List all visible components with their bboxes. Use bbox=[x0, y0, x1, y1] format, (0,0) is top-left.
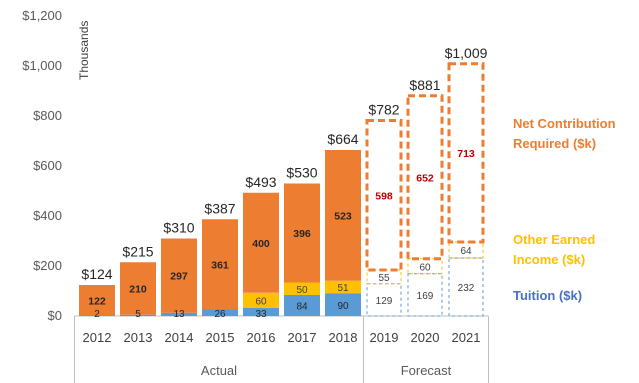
bar-total-label: $493 bbox=[245, 174, 276, 190]
legend-item: Net Contribution Required ($k) bbox=[513, 116, 616, 151]
legend-text-line: Net Contribution bbox=[513, 116, 616, 131]
forecast-bar-segment bbox=[365, 119, 403, 272]
x-tick-label: 2013 bbox=[124, 330, 153, 345]
bar-total-label: $1,009 bbox=[445, 45, 488, 61]
bar-total-label: $215 bbox=[122, 243, 153, 259]
bar-total-label: $310 bbox=[163, 220, 194, 236]
forecast-bar-segment bbox=[448, 257, 484, 317]
legend-item: Tuition ($k) bbox=[513, 288, 582, 303]
legend-text-line: Other Earned bbox=[513, 232, 595, 247]
bar-segment bbox=[284, 282, 320, 295]
bar-segment bbox=[120, 314, 156, 316]
bar-total-label: $881 bbox=[409, 77, 440, 93]
segment-label: 55 bbox=[378, 273, 390, 284]
segment-label: 232 bbox=[458, 283, 475, 294]
segment-label: 64 bbox=[460, 246, 472, 257]
segment-label: 33 bbox=[255, 309, 267, 320]
bar-total-label: $530 bbox=[286, 165, 317, 181]
segment-label: 400 bbox=[252, 238, 270, 250]
bar-segment bbox=[325, 293, 361, 316]
bar-total-label: $782 bbox=[368, 102, 399, 118]
y-unit-label: Thousands bbox=[77, 21, 91, 80]
segment-label: 51 bbox=[337, 283, 349, 294]
group-label: Actual bbox=[201, 363, 237, 378]
bar-segment bbox=[202, 219, 238, 310]
legend-text-line: Tuition ($k) bbox=[513, 288, 582, 303]
bar-segment bbox=[325, 280, 361, 294]
bar-total-label: $387 bbox=[204, 200, 235, 216]
segment-label: 598 bbox=[375, 190, 393, 202]
x-tick-label: 2017 bbox=[288, 330, 317, 345]
y-tick-label: $1,000 bbox=[22, 58, 62, 73]
segment-label: 713 bbox=[457, 148, 475, 160]
bar-segment bbox=[79, 315, 115, 316]
forecast-bar-segment bbox=[447, 62, 485, 244]
segment-label: 13 bbox=[173, 309, 185, 320]
x-tick-label: 2014 bbox=[165, 330, 194, 345]
forecast-bar-segment bbox=[407, 258, 443, 275]
y-tick-label: $800 bbox=[33, 108, 62, 123]
bar-segment bbox=[243, 292, 279, 308]
y-tick-label: $1,200 bbox=[22, 8, 62, 23]
legend-layer: Net Contribution Required ($k) Other Earne… bbox=[513, 116, 616, 303]
segment-label: 523 bbox=[334, 210, 352, 222]
forecast-bar-segment bbox=[366, 283, 402, 317]
y-tick-label: $600 bbox=[33, 158, 62, 173]
segment-label: 50 bbox=[296, 285, 308, 296]
segment-label: 652 bbox=[416, 172, 434, 184]
bar-segment bbox=[284, 183, 320, 283]
bar-segment bbox=[243, 307, 279, 316]
legend-item: Other Earned Income ($k) bbox=[513, 232, 595, 267]
bar-total-label: $664 bbox=[327, 131, 358, 147]
forecast-bar-segment bbox=[407, 273, 443, 317]
bar-total-label: $124 bbox=[81, 266, 112, 282]
bar-segment bbox=[325, 150, 361, 281]
segment-label: 2 bbox=[94, 309, 100, 320]
segment-label: 5 bbox=[135, 309, 141, 320]
bar-segment bbox=[202, 309, 238, 316]
labels-layer: 2 122 $124 5 210 $215 13 297 $310 26 361 $387 33 60 40… bbox=[81, 45, 487, 320]
x-tick-label: 2015 bbox=[206, 330, 235, 345]
bar-segment bbox=[161, 312, 197, 316]
bar-segment bbox=[120, 262, 156, 315]
bar-segment bbox=[284, 295, 320, 316]
segment-label: 169 bbox=[417, 291, 434, 302]
segment-label: 122 bbox=[88, 295, 106, 307]
x-tick-label: 2019 bbox=[370, 330, 399, 345]
segment-label: 84 bbox=[296, 302, 308, 313]
segment-label: 26 bbox=[214, 309, 226, 320]
y-tick-label: $0 bbox=[48, 308, 62, 323]
segment-label: 297 bbox=[170, 271, 188, 283]
segment-label: 60 bbox=[255, 296, 267, 307]
forecast-bar-segment bbox=[448, 241, 484, 259]
y-tick-label: $200 bbox=[33, 258, 62, 273]
legend-text-line: Required ($k) bbox=[513, 136, 596, 151]
x-tick-label: 2020 bbox=[411, 330, 440, 345]
segment-label: 90 bbox=[337, 301, 349, 312]
group-label: Forecast bbox=[401, 363, 452, 378]
bar-segment bbox=[79, 285, 115, 316]
x-tick-label: 2018 bbox=[329, 330, 358, 345]
x-tick-label: 2016 bbox=[247, 330, 276, 345]
y-tick-label: $400 bbox=[33, 208, 62, 223]
x-tick-label: 2012 bbox=[83, 330, 112, 345]
segment-label: 60 bbox=[419, 262, 431, 273]
forecast-bar-segment bbox=[406, 94, 444, 261]
segment-label: 210 bbox=[129, 284, 147, 296]
bar-segment bbox=[243, 192, 279, 293]
bars-layer bbox=[79, 62, 485, 317]
legend-text-line: Income ($k) bbox=[513, 252, 585, 267]
segment-label: 396 bbox=[293, 228, 311, 240]
segment-label: 129 bbox=[376, 296, 393, 307]
x-tick-label: 2021 bbox=[452, 330, 481, 345]
bar-segment bbox=[161, 238, 197, 313]
segment-label: 361 bbox=[211, 259, 229, 271]
